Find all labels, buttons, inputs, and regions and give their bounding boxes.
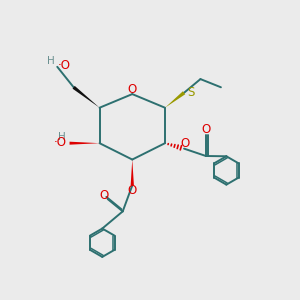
Polygon shape [165,91,185,108]
Text: ·O: ·O [58,59,71,72]
Polygon shape [130,160,134,185]
Text: O: O [128,83,137,96]
Text: H: H [58,132,66,142]
Polygon shape [73,86,100,108]
Text: ·O: ·O [53,136,66,149]
Text: S: S [188,86,195,99]
Text: O: O [100,189,109,202]
Text: O: O [128,184,137,197]
Text: O: O [201,123,211,136]
Text: O: O [181,137,190,150]
Polygon shape [70,142,100,145]
Text: H: H [47,56,55,66]
